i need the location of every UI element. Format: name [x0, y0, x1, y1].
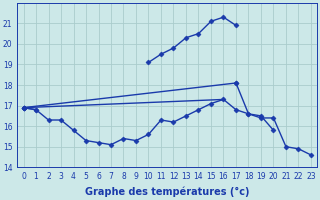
X-axis label: Graphe des températures (°c): Graphe des températures (°c)	[85, 187, 250, 197]
